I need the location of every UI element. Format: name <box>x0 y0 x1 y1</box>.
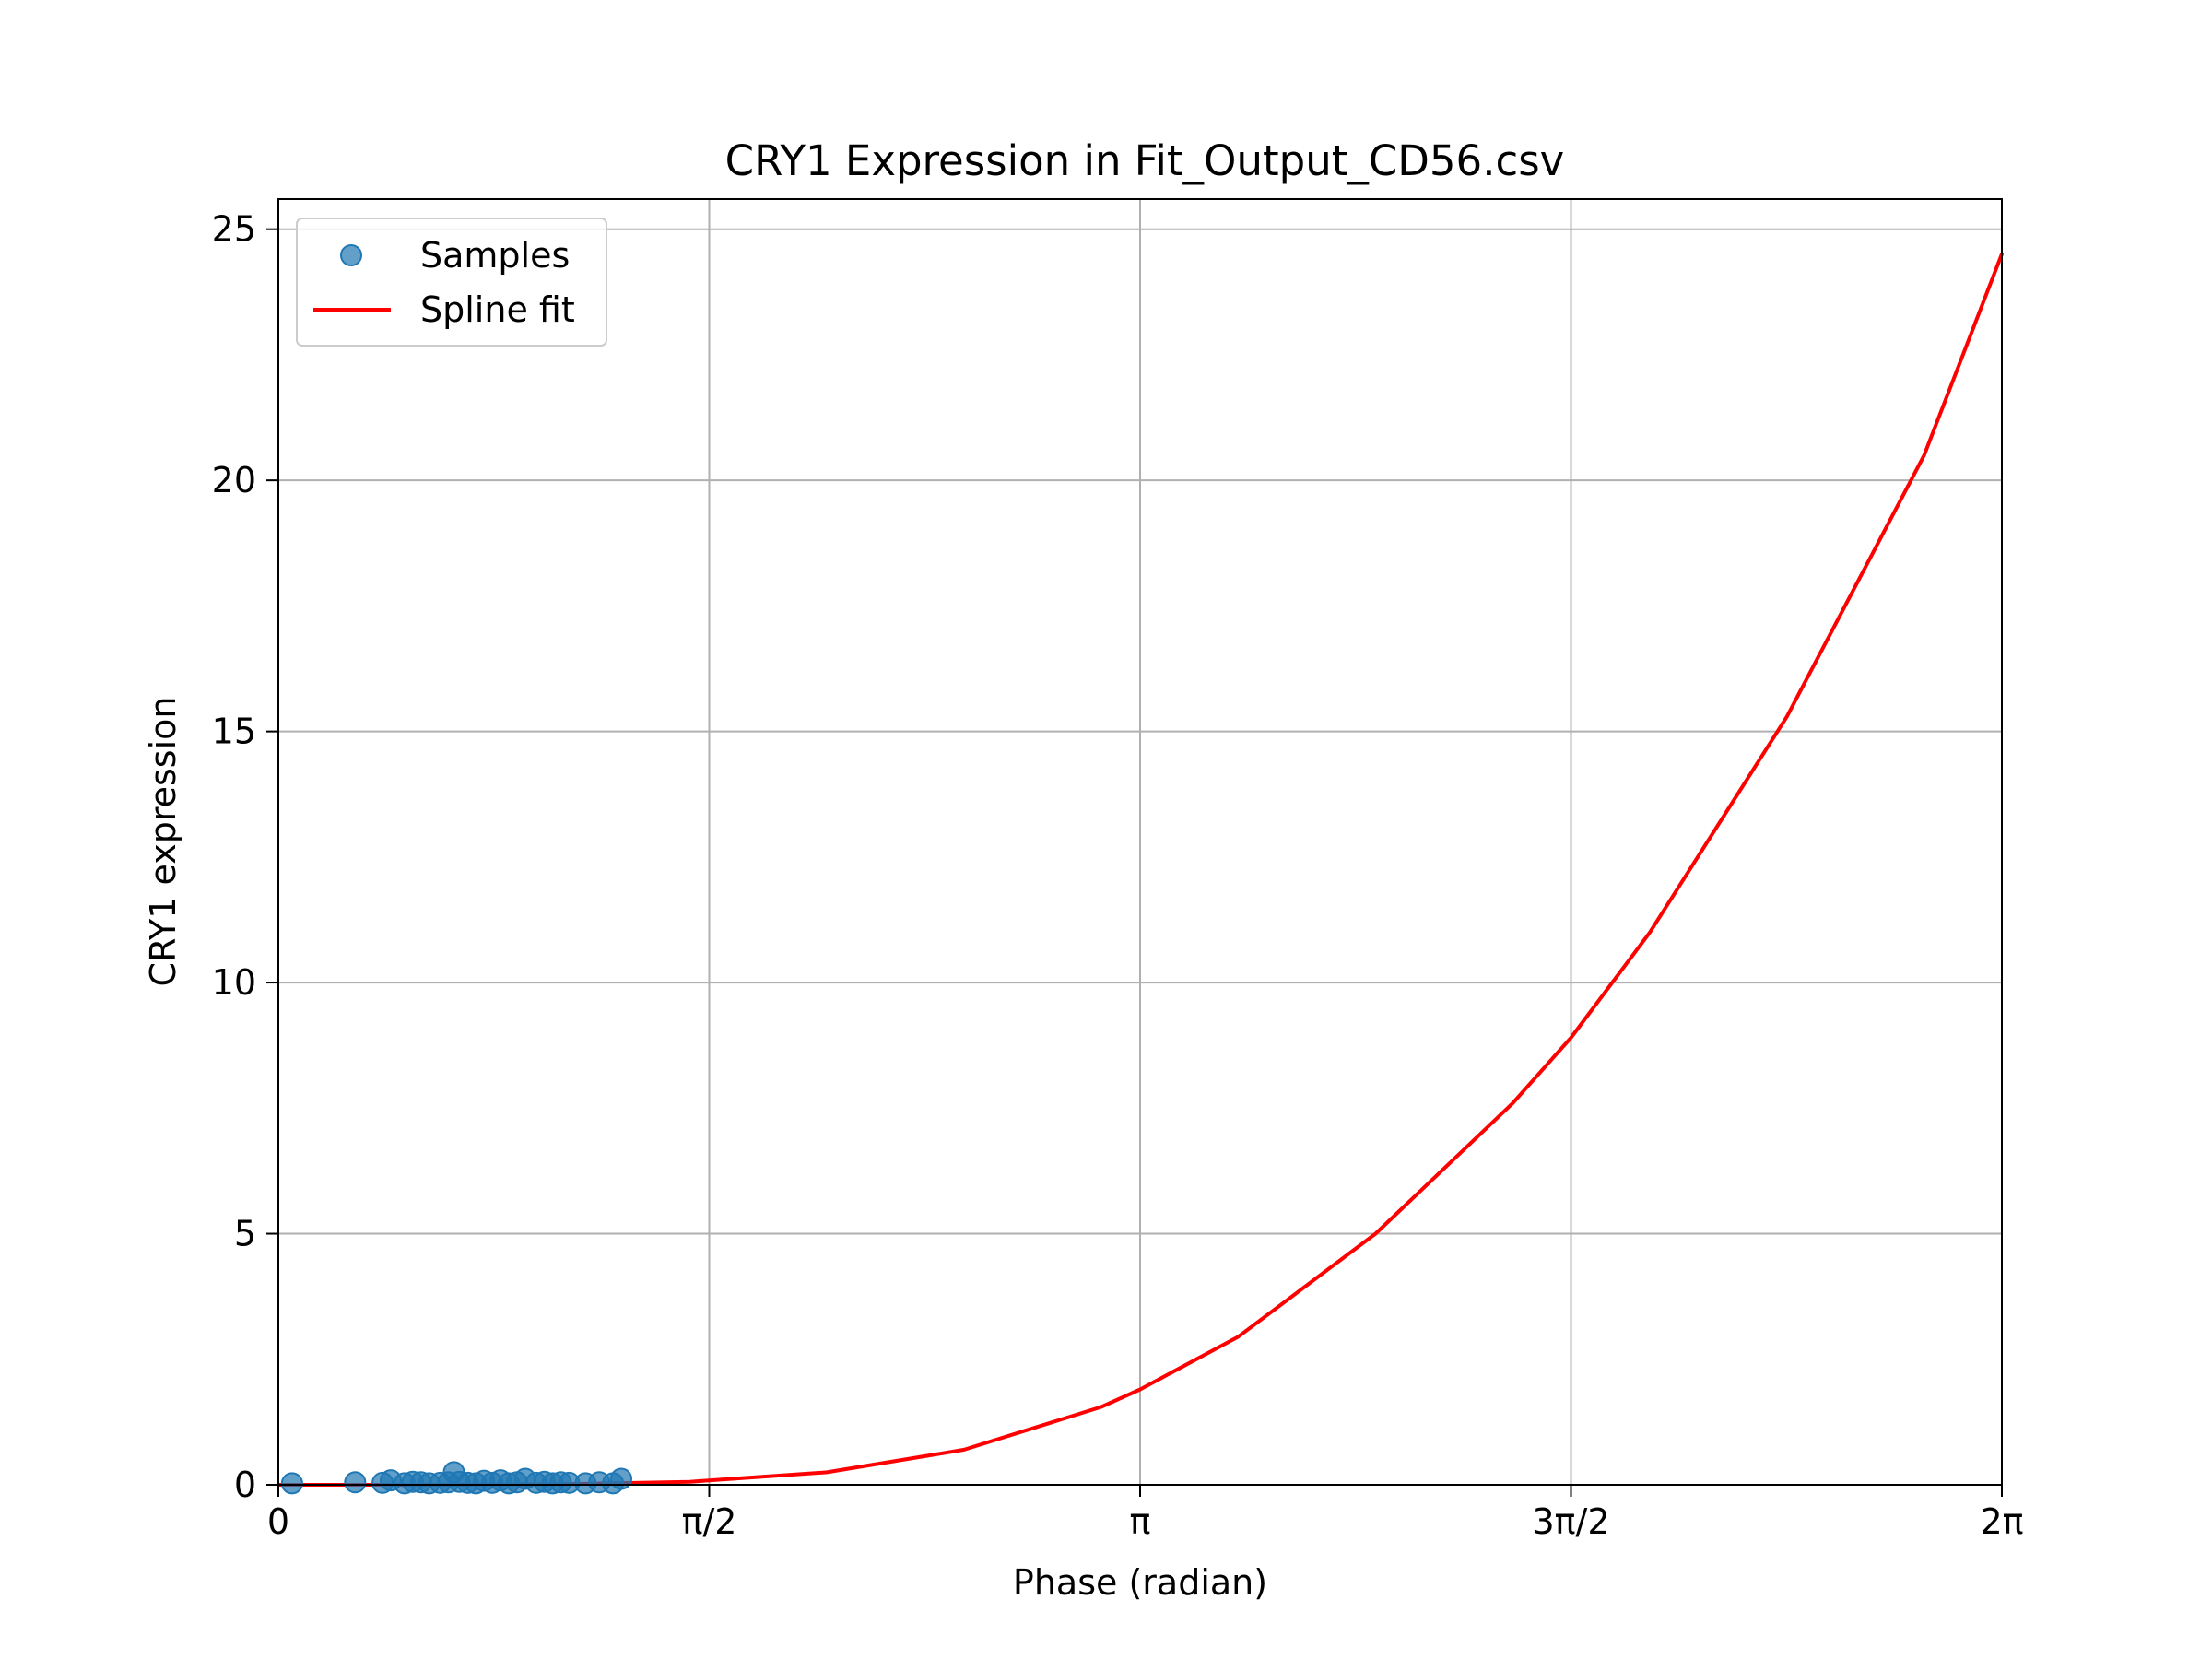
x-tick-label: 0 <box>267 1501 289 1542</box>
samples-series <box>280 1461 633 1495</box>
x-tick-label: 3π/2 <box>1532 1501 1609 1542</box>
x-tick-label: π <box>1130 1501 1151 1542</box>
legend-samples-label: Samples <box>420 235 570 276</box>
sample-point <box>344 1471 367 1494</box>
y-tick-label: 20 <box>212 460 256 500</box>
x-tick-label: π/2 <box>682 1501 737 1542</box>
chart-title: CRY1 Expression in Fit_Output_CD56.csv <box>725 136 1565 185</box>
grid <box>277 199 2003 1486</box>
legend-samples-marker <box>340 244 362 266</box>
y-axis-label: CRY1 expression <box>143 697 183 987</box>
legend: Samples Spline fit <box>296 218 607 347</box>
x-axis-label: Phase (radian) <box>1013 1562 1267 1603</box>
legend-box <box>296 218 607 347</box>
sample-point <box>610 1467 633 1490</box>
y-tick-label: 25 <box>212 209 256 250</box>
y-tick-label: 15 <box>212 712 256 752</box>
x-axis: 0 π/2 π 3π/2 2π <box>267 1485 2024 1542</box>
y-axis: 0 5 10 15 20 25 <box>212 209 278 1505</box>
legend-spline-label: Spline fit <box>420 289 575 330</box>
sample-point <box>280 1472 303 1495</box>
y-tick-label: 5 <box>234 1214 256 1254</box>
y-tick-label: 10 <box>212 962 256 1003</box>
y-tick-label: 0 <box>234 1465 256 1505</box>
x-tick-label: 2π <box>1980 1501 2023 1542</box>
